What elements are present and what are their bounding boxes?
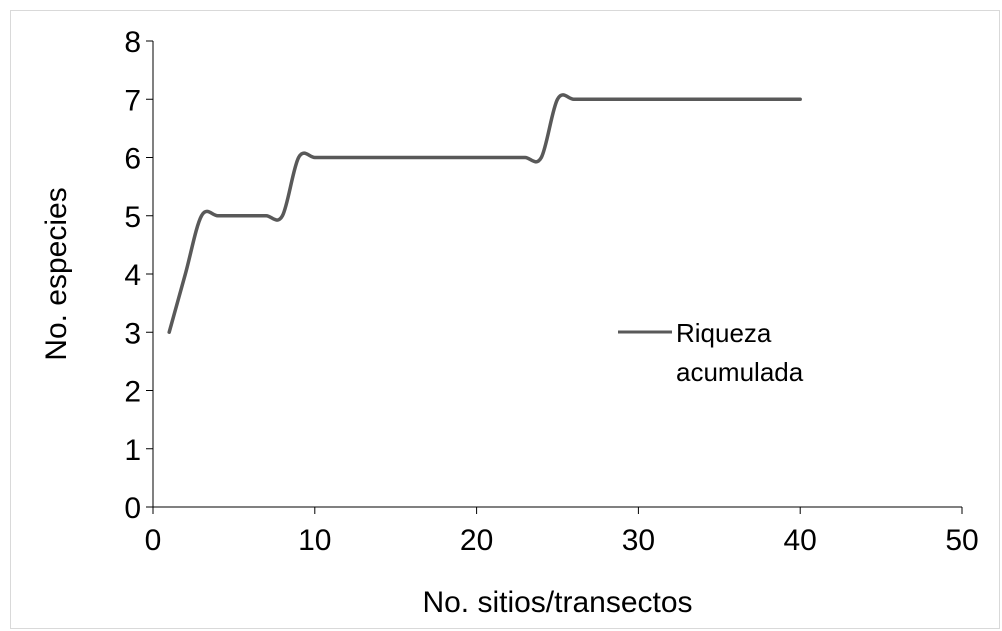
y-tick-label: 5 (124, 201, 141, 234)
x-tick-label: 50 (945, 524, 978, 557)
legend-label-line1: Riqueza (676, 318, 772, 348)
y-tick-label: 2 (124, 376, 141, 409)
y-tick-label: 0 (124, 492, 141, 525)
legend: Riqueza acumulada (618, 318, 804, 387)
x-ticks: 0 10 20 30 40 50 (145, 507, 979, 557)
y-axis-title: No. especies (40, 187, 73, 360)
axes (152, 41, 962, 508)
x-tick-label: 0 (145, 524, 162, 557)
y-tick-label: 3 (124, 317, 141, 350)
x-tick-label: 10 (298, 524, 331, 557)
series-line-riqueza-acumulada (167, 93, 802, 334)
x-axis-title: No. sitios/transectos (422, 586, 692, 619)
legend-label-line2: acumulada (676, 357, 804, 387)
chart-frame (10, 10, 1000, 629)
y-tick-label: 4 (124, 259, 141, 292)
x-tick-label: 30 (622, 524, 655, 557)
y-tick-label: 7 (124, 84, 141, 117)
y-tick-label: 8 (124, 26, 141, 59)
y-ticks: 0 1 2 3 4 5 6 7 8 (124, 26, 153, 525)
x-tick-label: 20 (460, 524, 493, 557)
series-layer (167, 93, 802, 334)
y-tick-label: 1 (124, 434, 141, 467)
y-tick-label: 6 (124, 143, 141, 176)
x-tick-label: 40 (784, 524, 817, 557)
